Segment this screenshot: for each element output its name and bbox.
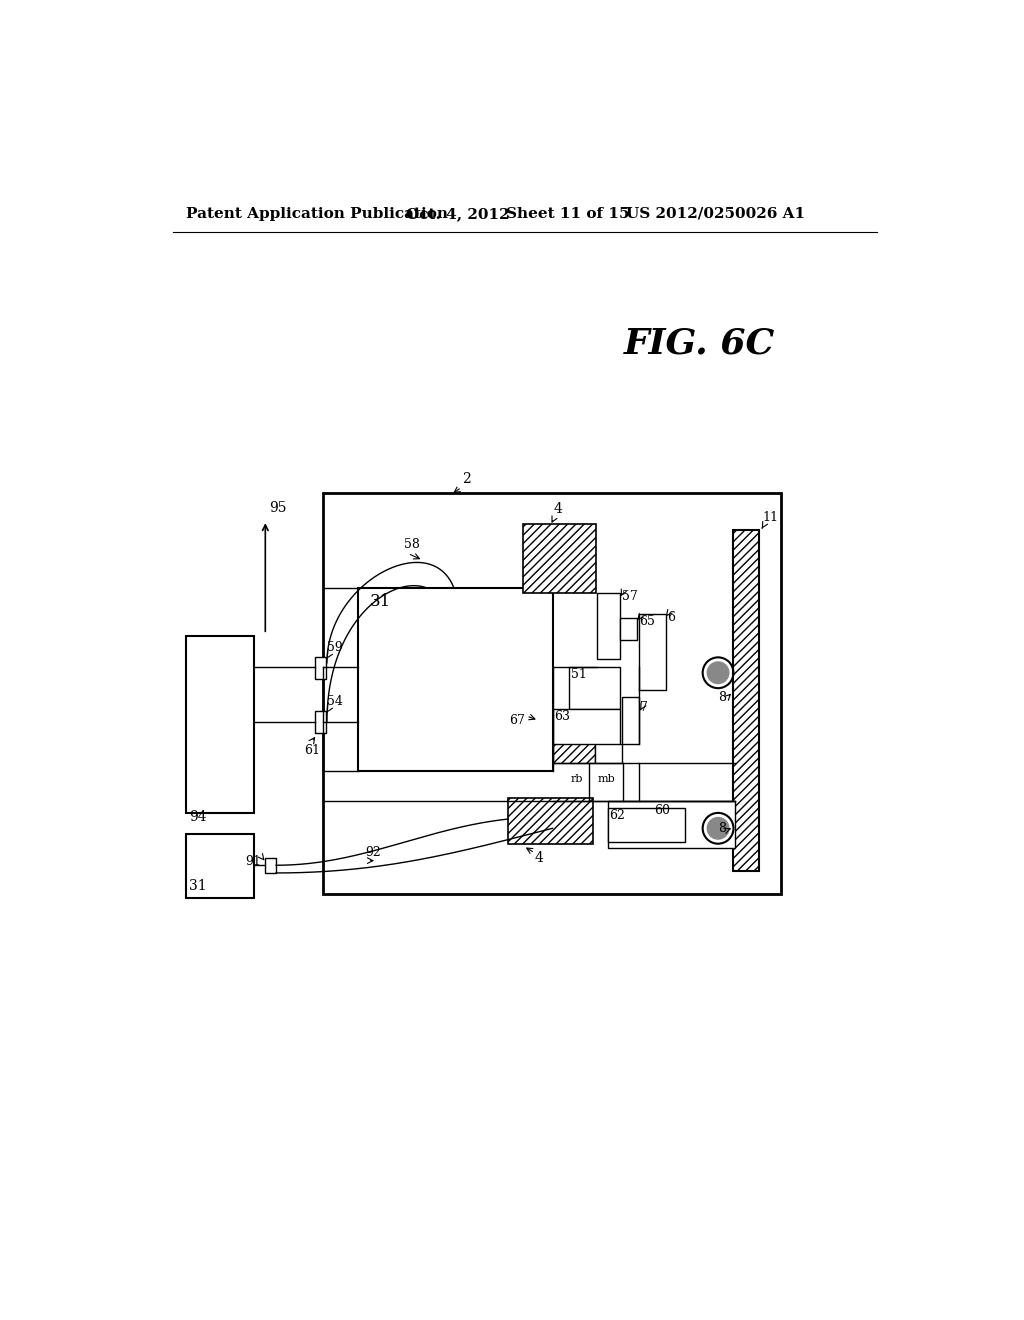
Text: rb: rb [571,775,584,784]
Bar [569,667,620,709]
Text: 7: 7 [640,701,648,714]
Bar [315,711,326,733]
Bar [186,834,254,898]
Text: 4: 4 [554,503,562,516]
Bar [639,614,666,689]
Text: 57: 57 [622,590,638,603]
Bar [621,618,637,640]
Text: 51: 51 [571,668,587,681]
Text: US 2012/0250026 A1: US 2012/0250026 A1 [627,207,806,220]
Text: FIG. 6C: FIG. 6C [624,326,774,360]
Text: 59: 59 [327,642,343,655]
Circle shape [708,817,729,840]
Text: 63: 63 [554,710,570,723]
Text: Patent Application Publication: Patent Application Publication [186,207,449,220]
Text: 6: 6 [668,611,675,624]
Bar [553,743,595,763]
Text: 60: 60 [654,804,670,817]
Bar [265,858,276,873]
Bar [508,797,593,843]
Text: 8: 8 [718,822,726,834]
Text: 95: 95 [269,500,287,515]
Text: 65: 65 [639,615,654,628]
Bar [523,524,596,594]
Text: 58: 58 [403,539,420,552]
Text: 8: 8 [718,690,726,704]
Bar [622,697,639,743]
Bar [315,657,326,678]
Bar [357,589,553,771]
Text: 67: 67 [509,714,524,727]
Bar [595,743,622,763]
Text: Sheet 11 of 15: Sheet 11 of 15 [506,207,629,220]
Bar [186,636,254,813]
Bar [597,594,621,659]
Text: Oct. 4, 2012: Oct. 4, 2012 [407,207,510,220]
Circle shape [708,663,729,684]
Text: 4: 4 [535,851,543,866]
Text: 62: 62 [609,809,626,822]
Text: 94: 94 [189,810,207,824]
Text: 31: 31 [370,594,390,610]
Bar [608,801,735,847]
Text: mb: mb [598,775,615,784]
Text: 54: 54 [327,696,343,708]
Text: 31: 31 [189,879,207,892]
Text: 92: 92 [366,846,381,859]
Bar [323,494,781,894]
Bar [733,529,759,871]
Text: 11: 11 [762,511,778,524]
Text: 61: 61 [304,743,319,756]
Text: 2: 2 [462,471,470,486]
Bar [608,808,685,842]
Bar [553,709,621,755]
Text: 91: 91 [246,855,261,869]
